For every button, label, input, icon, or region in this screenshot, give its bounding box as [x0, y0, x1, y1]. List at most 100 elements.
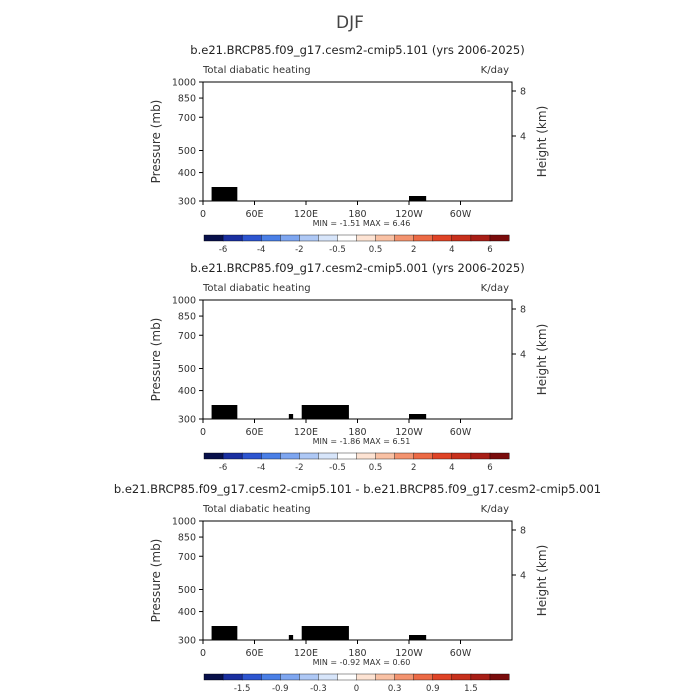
panel-2-colorbar-label: 0.5 [369, 463, 383, 473]
panel-2-colorbar-swatch [413, 452, 434, 460]
panel-2-colorbar-swatch [432, 452, 453, 460]
panel-3-rtick-label: 8 [520, 526, 526, 537]
panel-2-ytick-label: 300 [178, 415, 196, 426]
panel-1-ytick-label: 1000 [172, 78, 196, 89]
panel-2-colorbar-swatch [299, 452, 319, 460]
panel-2-colorbar-swatch [356, 452, 377, 460]
panel-1-title: b.e21.BRCP85.f09_g17.cesm2-cmip5.101 (yr… [190, 43, 524, 57]
panel-1-colorbar-label: -2 [295, 245, 303, 255]
panel-1-colorbar-swatch [451, 234, 472, 242]
panel-1-colorbar-swatch [203, 234, 224, 242]
panel-2-ytick-label: 1000 [172, 296, 196, 307]
panel-2-colorbar-swatch [470, 452, 491, 460]
panel-3-land-2 [288, 635, 294, 640]
panel-1-ytick-label: 500 [178, 146, 196, 157]
panel-1-colorbar-swatch [470, 234, 491, 242]
panel-3-xtick-label: 120W [395, 648, 423, 659]
panel-2-colorbar-label: -4 [257, 463, 265, 473]
panel-2-colorbar-swatch [375, 452, 396, 460]
panel-3-units: K/day [481, 504, 509, 515]
panel-3-ytick-label: 1000 [172, 517, 196, 528]
panel-2-ylabel: Pressure (mb) [149, 318, 163, 402]
panel-1-colorbar-label: 4 [449, 245, 454, 255]
panel-1-colorbar-swatch [394, 234, 415, 242]
panel-1-ylabel-right: Height (km) [535, 106, 549, 177]
panel-3-frame [202, 520, 513, 641]
panel-1-xtick-label: 180 [348, 209, 366, 220]
panel-1-frame [202, 81, 513, 202]
panel-3-ytick-label: 500 [178, 585, 196, 596]
panel-1-ytick-label: 400 [178, 168, 196, 179]
panel-2-rtick-label: 4 [520, 350, 526, 361]
panel-1-colorbar-swatch [318, 234, 338, 242]
panel-2-colorbar-swatch [337, 452, 358, 460]
panel-1-rtick-label: 4 [520, 132, 526, 143]
panel-2-xtick-label: 120E [294, 427, 318, 438]
panel-2-left-label: Total diabatic heating [202, 283, 311, 294]
panel-1-colorbar-swatch [241, 234, 262, 242]
panel-2-colorbar-swatch [241, 452, 262, 460]
panel-2-colorbar-label: 6 [487, 463, 492, 473]
panel-3-left-label: Total diabatic heating [202, 504, 311, 515]
panel-2-colorbar-label: -0.5 [329, 463, 346, 473]
panel-2-land-4 [409, 414, 427, 419]
panel-3-land-4 [409, 635, 427, 640]
panel-2-title: b.e21.BRCP85.f09_g17.cesm2-cmip5.001 (yr… [190, 261, 524, 275]
panel-3-title: b.e21.BRCP85.f09_g17.cesm2-cmip5.101 - b… [114, 482, 601, 496]
panel-1-xtick-label: 60E [245, 209, 263, 220]
panel-1-left-label: Total diabatic heating [202, 65, 311, 76]
panel-2-colorbar-label: -2 [295, 463, 303, 473]
panel-2-xtick-label: 120W [395, 427, 423, 438]
panel-2-units: K/day [481, 283, 509, 294]
panel-3-xtick-label: 180 [348, 648, 366, 659]
panel-1-colorbar-swatch [337, 234, 358, 242]
panel-2-colorbar-swatch [394, 452, 415, 460]
panel-2-xtick-label: 60W [450, 427, 472, 438]
panel-2-colorbar-label: 4 [449, 463, 454, 473]
panel-2-colorbar-swatch [260, 452, 281, 460]
panel-2-land-2 [288, 414, 294, 419]
panel-2-land-1 [211, 405, 238, 419]
panel-1-colorbar-swatch [432, 234, 453, 242]
panel-1-ytick-label: 700 [178, 113, 196, 124]
panel-3-ytick-label: 300 [178, 636, 196, 647]
panel-1-colorbar-label: 0.5 [369, 245, 383, 255]
panel-1-xtick-label: 120W [395, 209, 423, 220]
panel-3-xtick-label: 60W [450, 648, 472, 659]
panel-1-colorbar-swatch [260, 234, 281, 242]
panel-1-colorbar-swatch [413, 234, 434, 242]
panel-2-stats: MIN = -1.86 MAX = 6.51 [313, 437, 411, 446]
panel-2-colorbar-swatch [489, 452, 510, 460]
panel-1-colorbar-swatch [375, 234, 396, 242]
figure-title: DJF [336, 13, 364, 33]
panel-3-land-1 [211, 626, 238, 640]
panel-2-colorbar-swatch [203, 452, 224, 460]
panel-3-land-3 [301, 626, 349, 640]
panel-1-colorbar-swatch [356, 234, 377, 242]
panel-1-colorbar-swatch [222, 234, 243, 242]
panel-1-colorbar-label: 2 [411, 245, 416, 255]
panel-2-ylabel-right: Height (km) [535, 324, 549, 395]
panel-2-xtick-label: 60E [245, 427, 263, 438]
panel-3-ytick-label: 850 [178, 533, 196, 544]
panel-1-ytick-label: 300 [178, 197, 196, 208]
panel-1-stats: MIN = -1.51 MAX = 6.46 [313, 219, 411, 228]
panel-3-xtick-label: 60E [245, 648, 263, 659]
panel-1-colorbar-label: 6 [487, 245, 492, 255]
panel-2-colorbar-swatch [451, 452, 472, 460]
panel-1-colorbar-label: -4 [257, 245, 265, 255]
panel-1-land-2 [409, 196, 427, 201]
panel-2-colorbar-label: -6 [219, 463, 227, 473]
panel-1-units: K/day [481, 65, 509, 76]
panel-1-colorbar-swatch [280, 234, 300, 242]
panel-2-rtick-label: 8 [520, 305, 526, 316]
panel-1-colorbar-swatch [299, 234, 319, 242]
panel-1-colorbar-label: -0.5 [329, 245, 346, 255]
panel-1-land-1 [211, 187, 238, 201]
panel-1-colorbar-label: -6 [219, 245, 227, 255]
panel-2-ytick-label: 500 [178, 364, 196, 375]
panel-2-colorbar-swatch [318, 452, 338, 460]
panel-3-xtick-label: 120E [294, 648, 318, 659]
panel-3-xtick-label: 0 [200, 648, 206, 659]
panel-1-xtick-label: 0 [200, 209, 206, 220]
